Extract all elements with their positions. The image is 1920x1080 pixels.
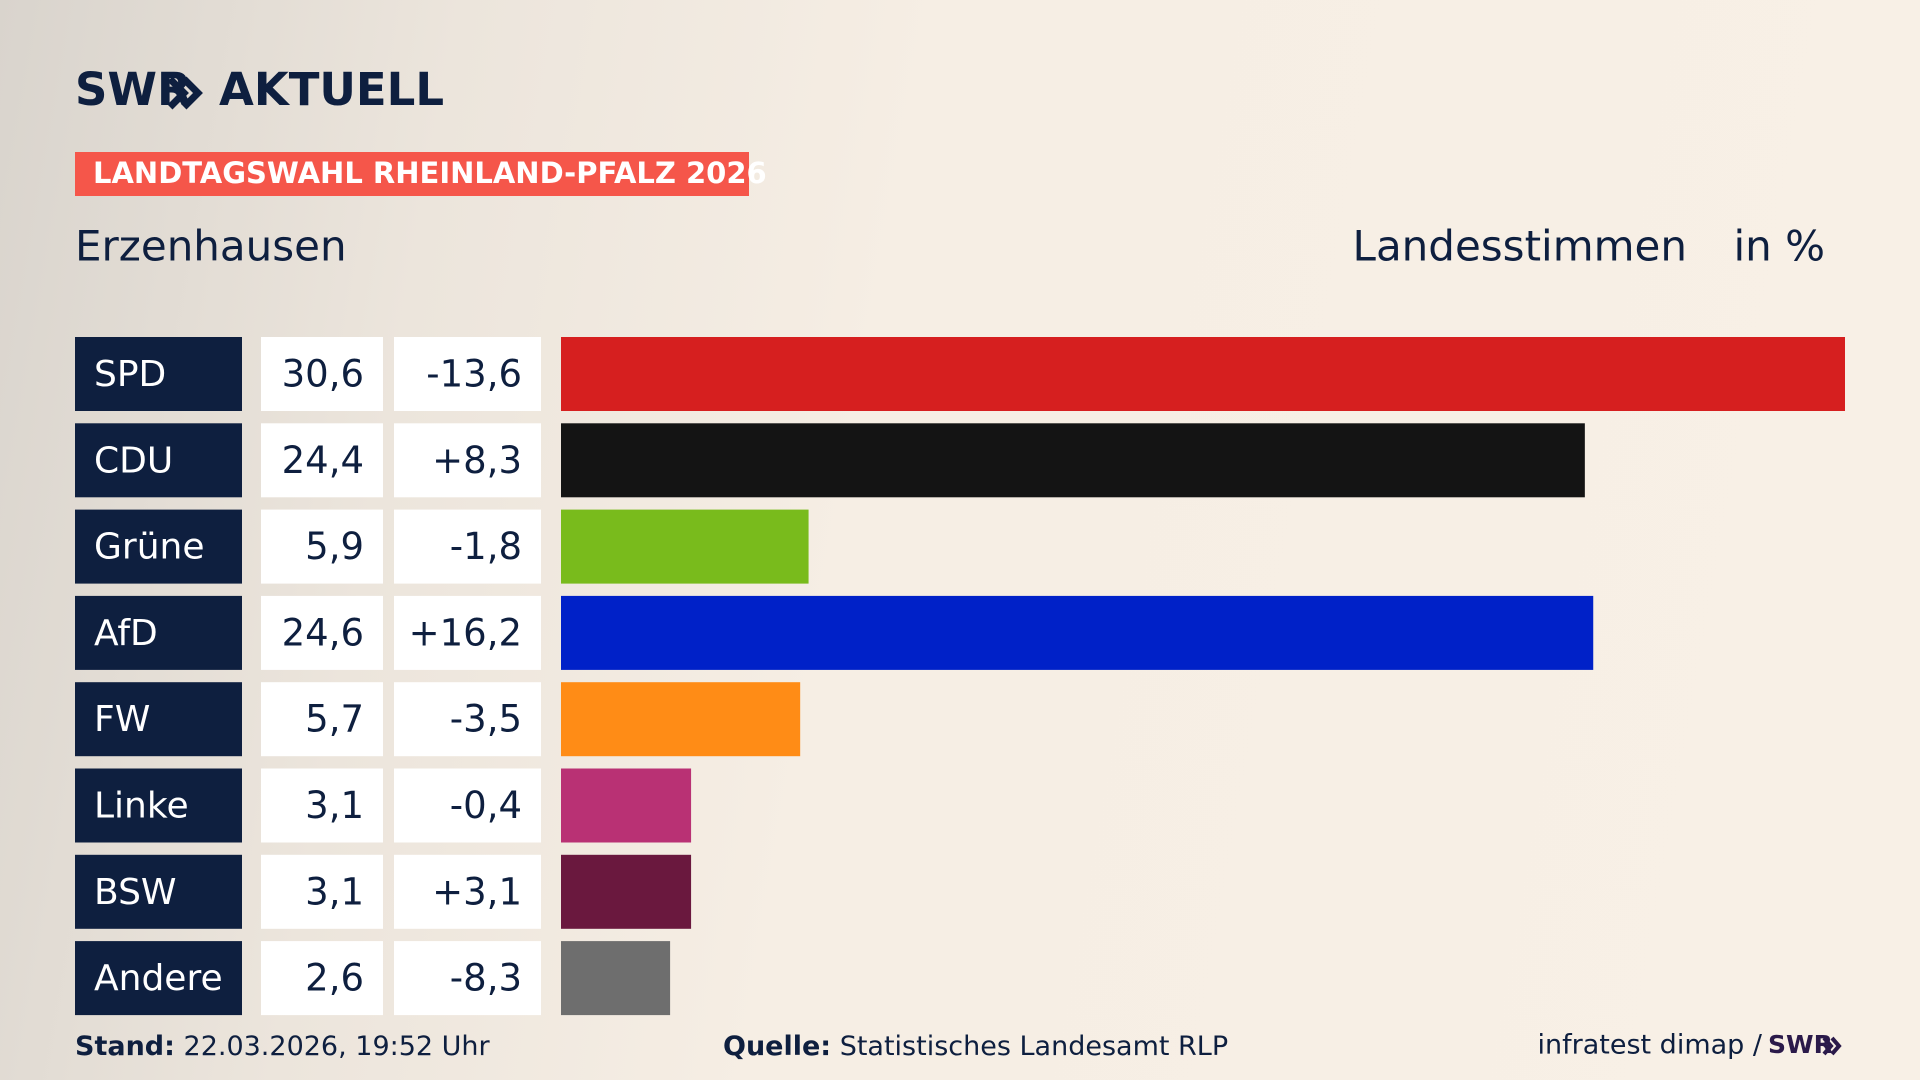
brand-arrows xyxy=(167,76,203,110)
stand-label: Stand: xyxy=(75,1031,175,1062)
change-box xyxy=(394,854,541,929)
change-box xyxy=(394,337,541,411)
value-label: 30,6 xyxy=(282,353,364,396)
value-label: 5,9 xyxy=(305,525,364,568)
bar xyxy=(561,509,809,584)
value-box xyxy=(261,595,383,670)
title-banner xyxy=(75,152,749,196)
subtitle: Erzenhausen xyxy=(75,222,347,271)
value-box xyxy=(261,854,383,929)
change-label: +3,1 xyxy=(432,870,522,913)
bar xyxy=(561,682,801,757)
value-label: 2,6 xyxy=(305,957,364,1000)
party-label: BSW xyxy=(94,872,177,913)
value-label: 3,1 xyxy=(305,784,364,827)
bar xyxy=(561,941,671,1016)
change-box xyxy=(394,941,541,1016)
change-box xyxy=(394,682,541,757)
party-box xyxy=(75,509,242,584)
stand: 22.03.2026, 19:52 Uhr xyxy=(184,1031,491,1062)
value-box xyxy=(261,941,383,1016)
chart-title: LANDTAGSWAHL RHEINLAND-PFALZ 2026 xyxy=(93,156,767,190)
change-label: +8,3 xyxy=(432,439,522,482)
value-label: 5,7 xyxy=(305,698,364,741)
value-heading: Landesstimmen xyxy=(1353,222,1687,271)
bar xyxy=(561,337,1845,411)
unit: in % xyxy=(1733,222,1825,271)
rows: SPD 30,6 -13,6 CDU 24,4 +8,3 Grüne 5,9 -1,8 AfD 24… xyxy=(75,337,1845,1016)
change-box xyxy=(394,595,541,670)
party-box xyxy=(75,941,242,1016)
value-box xyxy=(261,509,383,584)
value-box xyxy=(261,768,383,843)
bar xyxy=(561,595,1594,670)
value-box xyxy=(261,423,383,498)
source-label: Quelle: xyxy=(723,1031,831,1062)
party-label: Andere xyxy=(94,958,223,999)
change-box xyxy=(394,423,541,498)
party-label: AfD xyxy=(94,613,158,654)
party-box xyxy=(75,337,242,411)
credit-arrows xyxy=(1822,1036,1842,1056)
party-label: Linke xyxy=(94,786,189,827)
change-label: -13,6 xyxy=(426,353,522,396)
value-label: 3,1 xyxy=(305,870,364,913)
value-label: 24,6 xyxy=(282,611,364,654)
party-box xyxy=(75,768,242,843)
party-box xyxy=(75,595,242,670)
change-box xyxy=(394,768,541,843)
bar xyxy=(561,768,692,843)
change-label: -1,8 xyxy=(450,525,522,568)
bar xyxy=(561,854,692,929)
party-label: CDU xyxy=(94,440,173,481)
party-label: SPD xyxy=(94,354,166,395)
credit-brand: SWR xyxy=(1768,1030,1833,1059)
value-box xyxy=(261,337,383,411)
party-box xyxy=(75,854,242,929)
logo: SWR AKTUELL xyxy=(75,63,444,116)
brand-suffix: AKTUELL xyxy=(219,63,444,116)
party-label: FW xyxy=(94,699,150,740)
party-label: Grüne xyxy=(94,527,204,568)
source: Statistisches Landesamt RLP xyxy=(840,1031,1228,1062)
change-label: -0,4 xyxy=(450,784,522,827)
brand: SWR xyxy=(75,63,192,116)
change-label: -8,3 xyxy=(450,957,522,1000)
party-box xyxy=(75,682,242,757)
credit: infratest dimap / xyxy=(1537,1030,1762,1061)
change-box xyxy=(394,509,541,584)
change-label: -3,5 xyxy=(450,698,522,741)
party-box xyxy=(75,423,242,498)
bar xyxy=(561,423,1585,498)
footer: Stand: 22.03.2026, 19:52 Uhr Quelle: Sta… xyxy=(75,1030,1842,1062)
change-label: +16,2 xyxy=(409,611,522,654)
footer-source: Quelle: Statistisches Landesamt RLP xyxy=(723,1031,1228,1062)
value-label: 24,4 xyxy=(282,439,364,482)
value-box xyxy=(261,682,383,757)
footer-stand: Stand: 22.03.2026, 19:52 Uhr xyxy=(75,1031,491,1062)
